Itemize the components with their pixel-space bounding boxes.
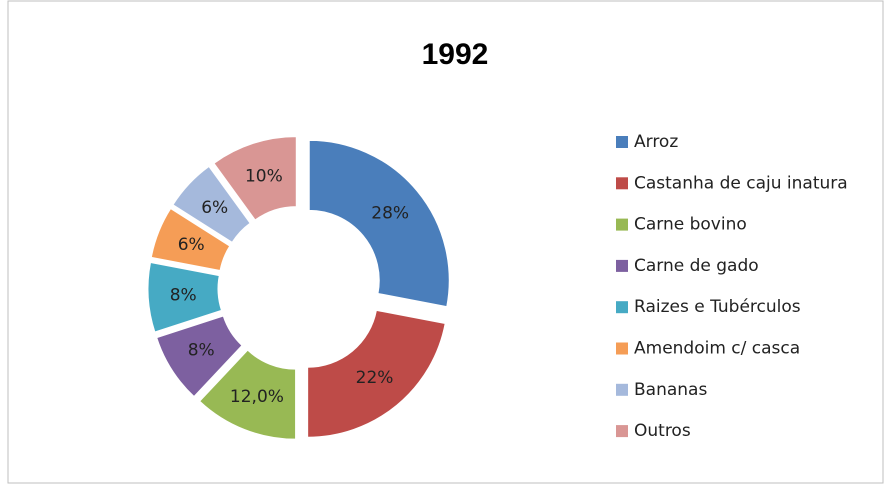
- donut-segment: [213, 136, 297, 221]
- donut-segment: [308, 139, 450, 308]
- donut-segment: [147, 261, 223, 333]
- data-label: 12,0%: [230, 387, 284, 407]
- donut-segment: [307, 309, 446, 438]
- legend-swatch: [616, 259, 628, 272]
- legend-label: Carne de gado: [634, 256, 759, 276]
- legend-swatch: [616, 177, 628, 190]
- donut-segment: [156, 315, 243, 398]
- legend-label: Bananas: [634, 380, 707, 400]
- legend-label: Raizes e Tubérculos: [634, 297, 801, 317]
- data-label: 8%: [188, 341, 215, 361]
- legend-label: Arroz: [634, 132, 678, 152]
- legend-label: Amendoim c/ casca: [634, 339, 800, 359]
- donut-segment: [172, 165, 251, 243]
- data-label: 6%: [178, 235, 205, 255]
- chart-title: 1992: [422, 38, 489, 71]
- legend-label: Castanha de caju inatura: [634, 173, 848, 193]
- data-label: 22%: [356, 368, 394, 388]
- legend-swatch: [616, 342, 628, 355]
- data-label: 10%: [245, 167, 283, 187]
- donut-segment: [199, 349, 297, 440]
- legend-swatch: [616, 136, 628, 148]
- legend-swatch: [616, 383, 628, 396]
- legend-label: Outros: [634, 421, 691, 441]
- legend-label: Carne bovino: [634, 215, 747, 235]
- data-label: 6%: [201, 198, 228, 218]
- legend-swatch: [616, 301, 628, 314]
- data-label: 8%: [170, 285, 197, 305]
- donut-segment: [150, 207, 231, 272]
- legend-swatch: [616, 218, 628, 231]
- data-label: 28%: [371, 203, 409, 223]
- chart-border: [7, 0, 884, 484]
- legend-swatch: [616, 425, 628, 438]
